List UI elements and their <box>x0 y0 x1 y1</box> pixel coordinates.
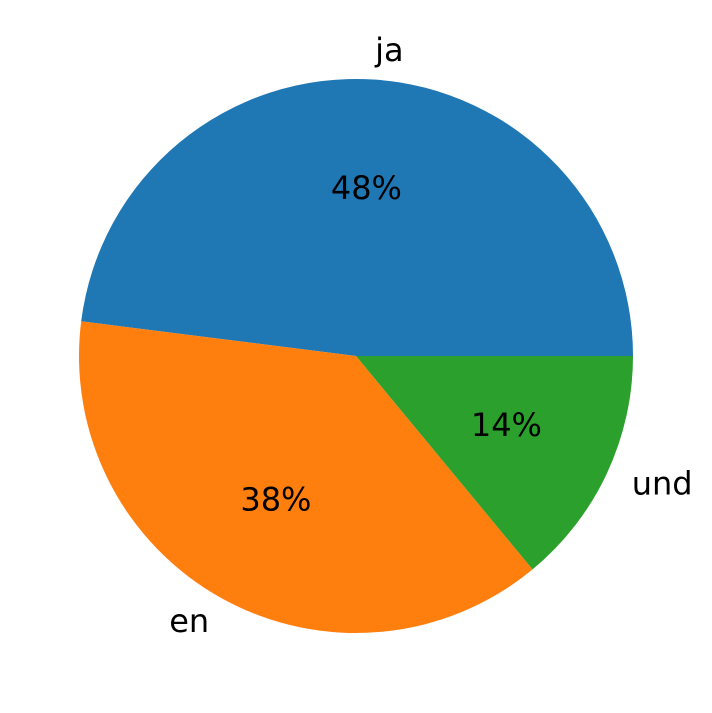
pie-slice-en <box>78 321 533 634</box>
slice-label-und: und <box>632 465 693 503</box>
pie-slice-und <box>356 356 633 570</box>
pie-slices <box>78 78 634 634</box>
pie-slice-ja <box>81 78 634 357</box>
slice-label-en: en <box>169 602 209 640</box>
pie-labels: ja 48% en 38% und 14% <box>169 31 692 640</box>
pct-label-ja: 48% <box>331 169 402 207</box>
pct-label-en: 38% <box>240 481 311 519</box>
pct-label-und: 14% <box>471 406 542 444</box>
slice-label-ja: ja <box>374 31 404 69</box>
